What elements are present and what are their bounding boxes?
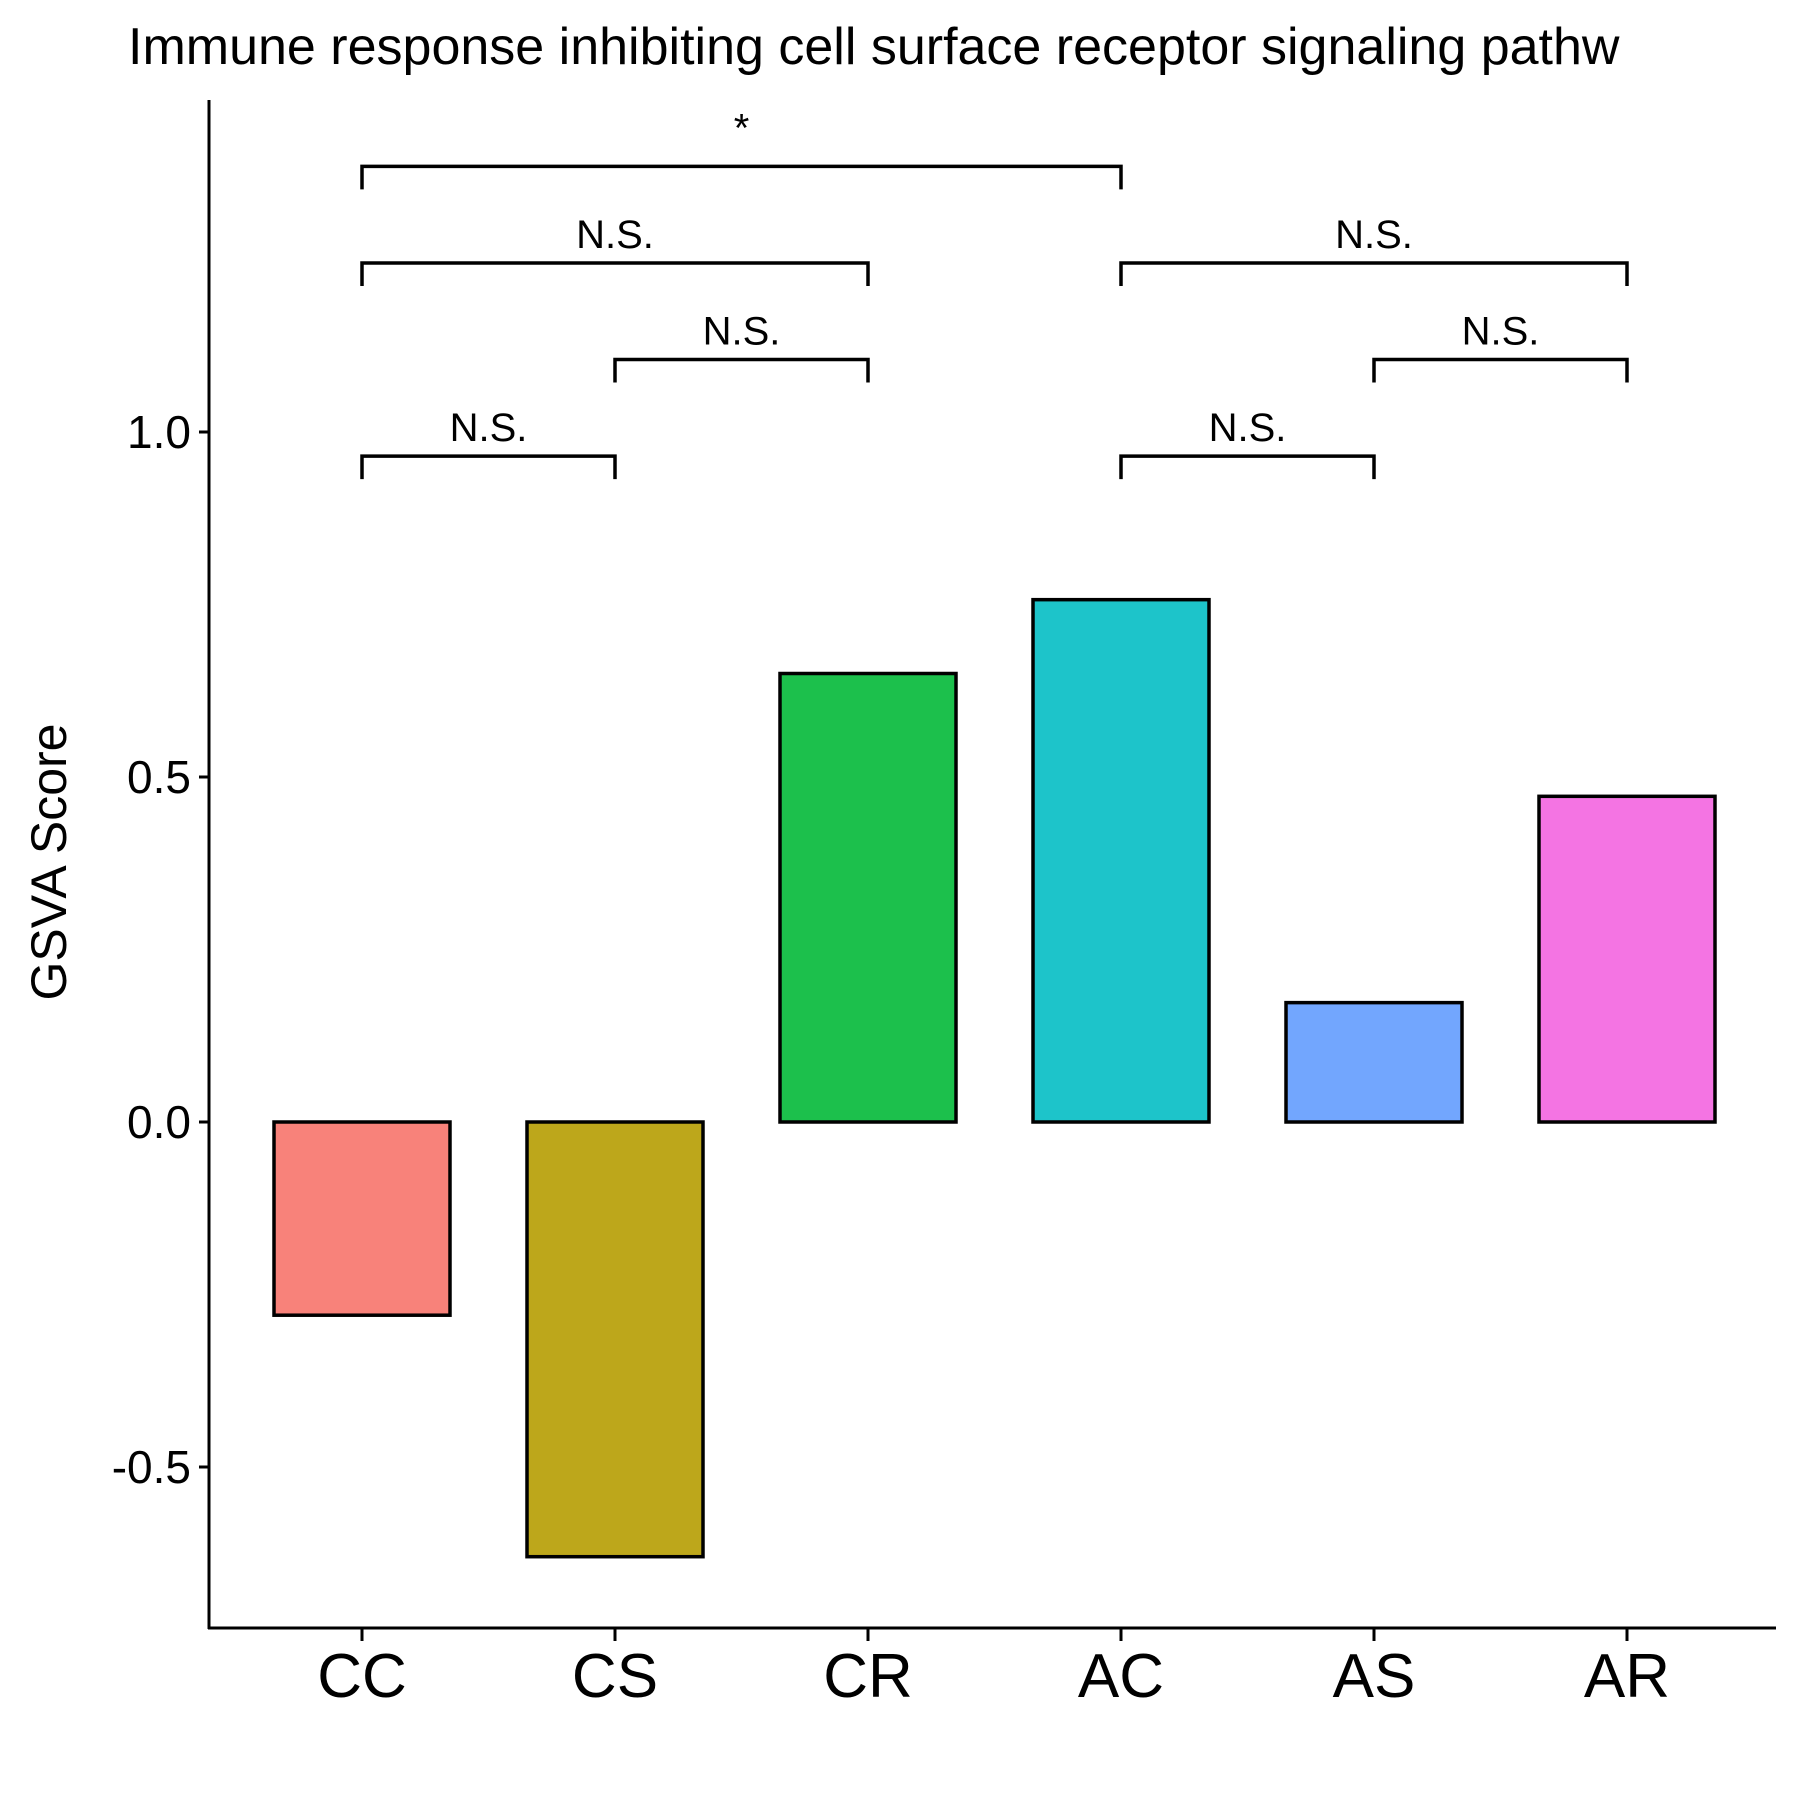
x-axis: CC CS CR AC AS AR — [208, 1626, 1776, 1711]
comparison-bracket — [360, 454, 617, 480]
x-tick-label-cs: CS — [572, 1642, 658, 1711]
chart-title: Immune response inhibiting cell surface … — [128, 18, 1620, 76]
y-axis: -0.5 0.0 0.5 1.0 — [112, 100, 211, 1629]
x-tick-label-cr: CR — [823, 1642, 913, 1711]
x-tick-label-as: AS — [1333, 1642, 1416, 1711]
x-tick-label-ac: AC — [1078, 1642, 1164, 1711]
y-axis-label: GSVA Score — [21, 724, 77, 1001]
significance-label: N.S. — [576, 213, 654, 257]
significance-label: N.S. — [703, 310, 781, 354]
x-tick-label-ar: AR — [1584, 1642, 1670, 1711]
bar-ac — [1031, 597, 1211, 1124]
comparison-bracket — [613, 357, 870, 383]
bars-group — [272, 597, 1717, 1559]
comparison-bracket — [1119, 261, 1629, 286]
significance-brackets: N.S. N.S. N.S. * N.S. N.S. N.S. — [360, 106, 1629, 480]
comparison-bracket — [1119, 454, 1376, 480]
significance-label: N.S. — [1462, 310, 1540, 354]
significance-label: N.S. — [1209, 406, 1287, 450]
bar-cc — [272, 1120, 452, 1317]
x-tick-label-cc: CC — [317, 1642, 407, 1711]
comparison-bracket — [1372, 357, 1629, 383]
y-tick-label: 1.0 — [127, 406, 191, 458]
bar-ar — [1537, 794, 1717, 1124]
y-tick-label: -0.5 — [112, 1441, 191, 1493]
y-tick-label: 0.0 — [127, 1096, 191, 1148]
significance-label: N.S. — [450, 406, 528, 450]
bar-as — [1284, 1000, 1464, 1124]
significance-label: N.S. — [1335, 213, 1413, 257]
comparison-bracket — [360, 261, 870, 286]
significance-label: * — [734, 106, 750, 150]
y-tick-label: 0.5 — [127, 751, 191, 803]
bar-cs — [525, 1120, 705, 1559]
comparison-bracket — [360, 164, 1123, 190]
bar-cr — [778, 671, 958, 1124]
